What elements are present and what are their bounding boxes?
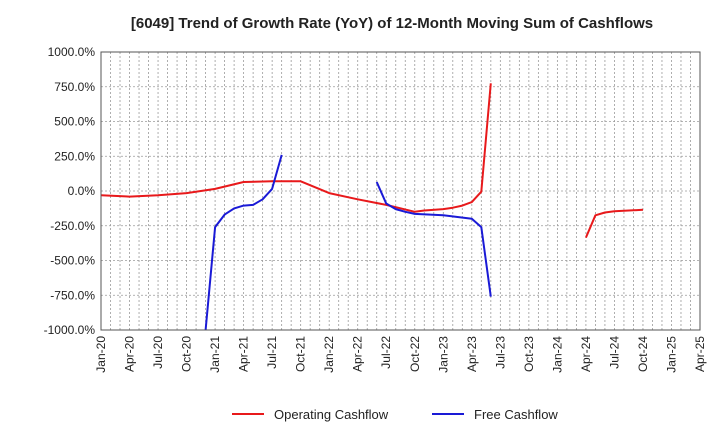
x-tick-label: Jan-22	[322, 336, 336, 373]
x-tick-label: Jan-21	[208, 336, 222, 373]
x-tick-label: Apr-22	[351, 336, 365, 372]
y-tick-label: 1000.0%	[48, 45, 96, 59]
y-tick-label: -750.0%	[50, 288, 95, 302]
x-tick-label: Oct-24	[636, 336, 650, 372]
x-tick-label: Jan-25	[664, 336, 678, 373]
legend-label: Free Cashflow	[474, 407, 558, 422]
plot-border	[100, 51, 701, 331]
series-line-1-segment-1	[204, 154, 283, 330]
y-tick-label: 500.0%	[54, 115, 95, 129]
y-tick-label: -1000.0%	[44, 323, 96, 337]
series-lines	[101, 83, 644, 330]
x-tick-label: Oct-20	[180, 336, 194, 372]
x-tick-label: Apr-23	[465, 336, 479, 372]
x-tick-label: Jul-23	[493, 336, 507, 369]
series-line-1-segment-2	[375, 181, 492, 297]
x-tick-label: Jan-24	[550, 336, 564, 373]
x-tick-label: Jan-20	[94, 336, 108, 373]
grid	[101, 52, 700, 330]
legend: Operating Cashflow Free Cashflow	[232, 407, 558, 422]
series-line-0-segment-1	[101, 83, 492, 213]
x-tick-label: Apr-20	[123, 336, 137, 372]
y-tick-label: -500.0%	[50, 254, 95, 268]
x-tick-label: Jul-21	[265, 336, 279, 369]
x-tick-label: Apr-21	[237, 336, 251, 372]
x-tick-label: Jul-22	[379, 336, 393, 369]
x-tick-label: Jan-23	[436, 336, 450, 373]
y-tick-label: 750.0%	[54, 80, 95, 94]
y-tick-label: 250.0%	[54, 149, 95, 163]
x-tick-label: Oct-22	[408, 336, 422, 372]
legend-label: Operating Cashflow	[274, 407, 389, 422]
x-tick-label: Jul-24	[607, 336, 621, 369]
chart-title: [6049] Trend of Growth Rate (YoY) of 12-…	[131, 15, 653, 32]
x-tick-label: Oct-21	[294, 336, 308, 372]
series-line-0-segment-2	[584, 208, 644, 238]
y-tick-label: 0.0%	[68, 184, 96, 198]
y-axis-ticks: 1000.0% 750.0% 500.0% 250.0% 0.0% -250.0% -500…	[44, 45, 96, 337]
x-tick-label: Apr-25	[693, 336, 707, 372]
x-tick-label: Oct-23	[522, 336, 536, 372]
x-tick-label: Apr-24	[579, 336, 593, 372]
y-tick-label: -250.0%	[50, 219, 95, 233]
x-tick-label: Jul-20	[151, 336, 165, 369]
x-axis-ticks: Jan-20 Apr-20 Jul-20 Oct-20 Jan-21 Apr-21 Jul-…	[94, 336, 707, 373]
